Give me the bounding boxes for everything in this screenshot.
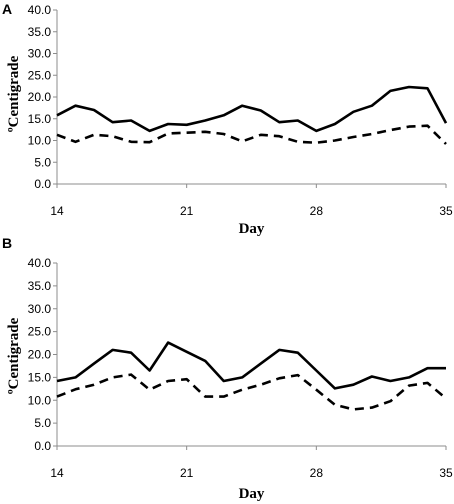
y-tick-label: 10.0 [28, 393, 52, 407]
y-tick-label: 15.0 [28, 112, 52, 126]
x-tick-label: 14 [50, 204, 64, 218]
y-tick-label: 20.0 [28, 348, 52, 362]
series-line-solid [56, 85, 448, 133]
x-tick-label: 28 [310, 466, 324, 480]
y-axis-title: ºCentigrade [6, 55, 22, 132]
y-tick-label: 5.0 [34, 155, 51, 169]
x-tick-label: 28 [310, 204, 324, 218]
y-tick-label: 20.0 [28, 90, 52, 104]
panel-letter: B [2, 235, 12, 251]
x-tick-label: 21 [180, 204, 194, 218]
y-axis-title: ºCentigrade [6, 317, 22, 394]
panel-a: A 0.0 5.0 10.0 15.0 20.0 25.0 30.0 35.0 40.0 14 21 2… [2, 1, 453, 237]
y-tick-label: 15.0 [28, 370, 52, 384]
x-axis-title: Day [239, 221, 265, 237]
x-tick-label: 35 [439, 466, 453, 480]
series-line-dashed [56, 124, 447, 145]
x-tick-label: 14 [50, 466, 64, 480]
panel-letter: A [2, 1, 12, 17]
y-tick-label: 35.0 [28, 25, 52, 39]
y-tick-label: 25.0 [28, 325, 52, 339]
x-tick-label: 35 [439, 204, 453, 218]
x-tick-label: 21 [180, 466, 194, 480]
y-tick-label: 40.0 [28, 3, 52, 17]
series-line-dashed [56, 373, 447, 411]
y-tick-label: 25.0 [28, 68, 52, 82]
series-line-solid [56, 341, 446, 390]
y-tick-label: 10.0 [28, 134, 52, 148]
y-tick-label: 0.0 [34, 439, 51, 453]
y-tick-label: 30.0 [28, 302, 52, 316]
y-tick-label: 35.0 [28, 279, 52, 293]
y-tick-label: 40.0 [28, 256, 52, 270]
panel-b: B 0.0 5.0 10.0 15.0 20.0 25.0 30.0 35.0 40.0 14 21 2… [2, 235, 453, 502]
x-axis-title: Day [239, 486, 265, 502]
y-tick-label: 5.0 [34, 416, 51, 430]
y-tick-label: 30.0 [28, 47, 52, 61]
y-tick-label: 0.0 [34, 177, 51, 191]
